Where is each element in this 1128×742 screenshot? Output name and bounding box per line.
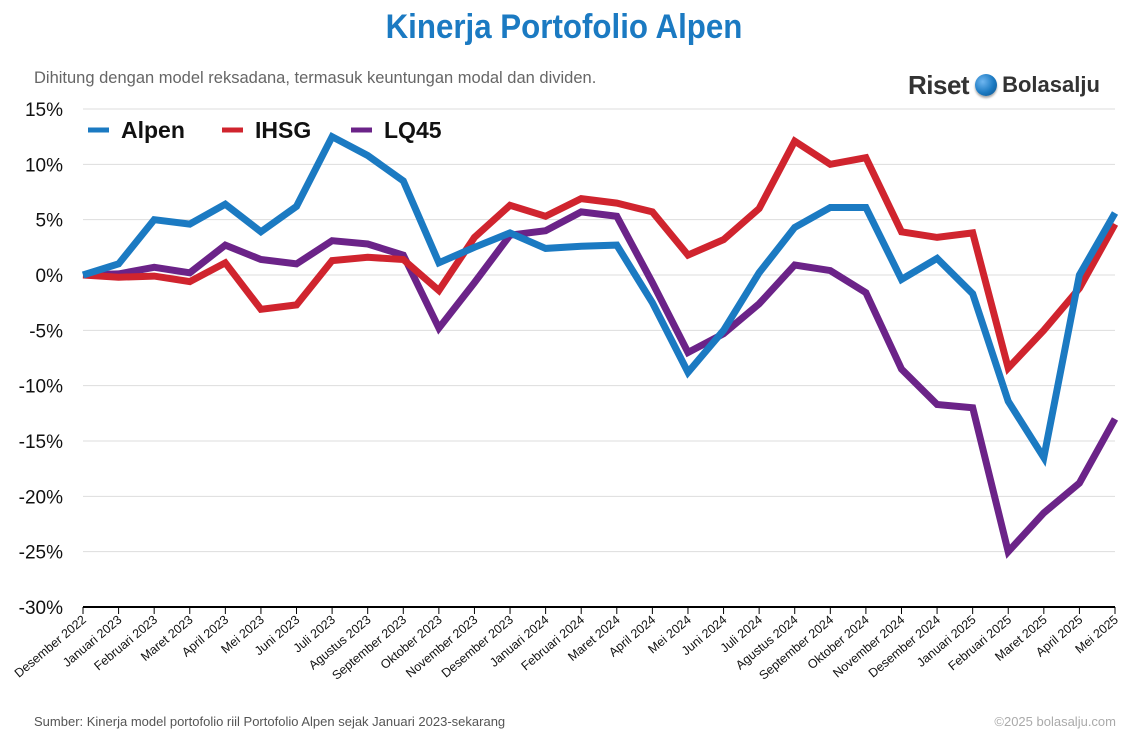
- y-tick-label: -15%: [19, 432, 63, 453]
- y-tick-label: 5%: [36, 211, 64, 232]
- chart-subtitle: Dihitung dengan model reksadana, termasu…: [34, 69, 597, 87]
- chart-title: Kinerja Portofolio Alpen: [385, 8, 743, 46]
- y-tick-label: -25%: [19, 543, 63, 564]
- series-line-alpen: [81, 131, 1119, 467]
- y-tick-label: 0%: [36, 266, 64, 287]
- y-tick-label: 15%: [25, 100, 63, 121]
- brand-logo: Riset Bolasalju: [908, 68, 1100, 102]
- source-note: Sumber: Kinerja model portofolio riil Po…: [34, 714, 506, 729]
- y-tick-label: -20%: [19, 487, 63, 508]
- series-line-lq45: [82, 208, 1119, 559]
- legend-label-alpen: Alpen: [121, 117, 185, 143]
- copyright: ©2025 bolasalju.com: [994, 714, 1116, 729]
- legend: Alpen IHSG LQ45: [88, 117, 442, 143]
- snowball-icon: [975, 74, 998, 96]
- y-tick-label: -5%: [29, 321, 63, 342]
- y-tick-label: 10%: [25, 155, 63, 176]
- series-lines: [81, 131, 1119, 559]
- y-tick-label: -30%: [19, 598, 63, 619]
- axis: 15%10%5%0%-5%-10%-15%-20%-25%-30%Desembe…: [12, 100, 1121, 683]
- brand-riset-text: Riset: [908, 69, 970, 100]
- legend-label-lq45: LQ45: [384, 117, 442, 143]
- legend-label-ihsg: IHSG: [255, 117, 311, 143]
- gridlines: [83, 108, 1115, 608]
- y-tick-label: -10%: [19, 377, 63, 398]
- brand-bolasalju-text: Bolasalju: [1002, 72, 1100, 97]
- series-line-ihsg: [82, 136, 1119, 375]
